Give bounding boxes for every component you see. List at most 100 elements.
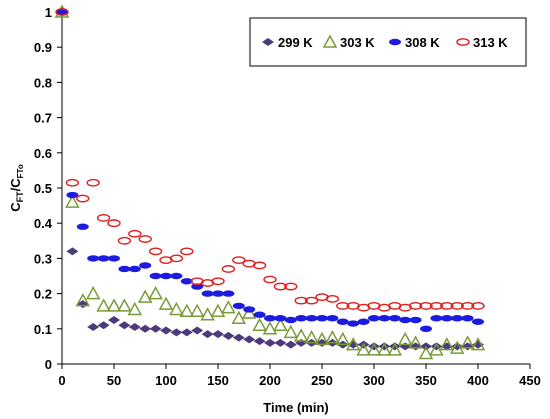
data-point (264, 315, 276, 322)
data-point (127, 301, 143, 316)
x-tick-label: 300 (363, 373, 385, 388)
data-point (345, 337, 361, 351)
data-point (356, 342, 371, 356)
data-point (284, 282, 298, 291)
data-point (231, 310, 247, 324)
data-point (336, 302, 350, 310)
data-point (169, 254, 184, 263)
data-point (160, 326, 172, 335)
data-point (201, 330, 214, 339)
data-point (273, 317, 288, 332)
data-point (170, 272, 183, 280)
data-point (108, 316, 120, 324)
data-point (460, 302, 475, 310)
x-tick-label: 50 (107, 373, 121, 388)
y-tick-label: 0.8 (34, 75, 52, 90)
data-point (212, 330, 224, 339)
data-point (366, 342, 382, 356)
data-point (472, 318, 484, 325)
data-point (97, 255, 110, 262)
data-point (262, 321, 278, 335)
data-point (56, 8, 68, 16)
data-point (160, 272, 172, 280)
data-point (128, 265, 141, 273)
y-axis-title-main: C (8, 202, 23, 212)
data-point (252, 317, 267, 332)
series-3 (55, 8, 485, 312)
legend-marker (262, 38, 274, 46)
data-point (139, 324, 152, 333)
data-point (336, 318, 349, 325)
y-tick-label: 0 (45, 357, 52, 372)
legend-marker (322, 34, 338, 48)
data-point (304, 296, 319, 305)
data-point (284, 316, 297, 324)
data-point (117, 236, 132, 245)
y-tick-label: 0.3 (34, 251, 52, 266)
data-point (86, 178, 100, 187)
x-tick-label: 150 (207, 373, 229, 388)
data-point (149, 272, 162, 280)
data-point (420, 325, 432, 332)
data-point (85, 286, 101, 300)
legend-box (249, 17, 527, 67)
y-tick-label: 0.2 (34, 287, 52, 302)
y-tick-label: 0.4 (34, 216, 53, 231)
data-point (232, 302, 245, 310)
data-point (158, 296, 174, 310)
data-point (108, 255, 120, 262)
series-2 (56, 8, 484, 332)
data-point (397, 331, 413, 346)
data-point (439, 337, 455, 351)
data-point (170, 328, 183, 337)
data-point (409, 316, 422, 324)
data-point (66, 191, 79, 199)
data-point (450, 302, 464, 310)
data-point (449, 340, 465, 354)
data-point (180, 328, 193, 337)
data-point (253, 337, 266, 346)
legend-label: 299 K (278, 35, 313, 50)
data-point (149, 324, 162, 333)
data-point (106, 298, 122, 312)
data-point (65, 194, 80, 208)
data-point (274, 338, 287, 347)
data-point (107, 219, 121, 228)
data-point (118, 321, 131, 330)
data-point (378, 315, 391, 322)
data-point (128, 229, 142, 238)
data-point (200, 307, 215, 321)
data-point (221, 300, 236, 314)
data-points (54, 4, 486, 360)
data-point (295, 315, 308, 322)
data-point (66, 247, 79, 256)
data-point (440, 302, 454, 310)
data-point (179, 303, 195, 317)
data-point (399, 342, 412, 351)
data-point (252, 261, 267, 270)
data-point (388, 315, 401, 322)
data-point (243, 335, 256, 344)
legend: 299 K 303 K 308 K 313 K (249, 17, 527, 67)
data-point (377, 342, 392, 356)
data-point (180, 278, 193, 285)
data-point (75, 293, 91, 307)
data-point (461, 315, 474, 322)
x-tick-label: 400 (467, 373, 489, 388)
data-point (283, 324, 299, 339)
x-axis-ticks: 0 50 100 150 200 250 300 350 400 450 (58, 364, 541, 388)
legend-label: 308 K (405, 35, 440, 50)
data-point (232, 256, 246, 265)
data-point (326, 315, 339, 322)
series-1 (54, 4, 486, 360)
data-point (274, 315, 287, 322)
data-point (408, 335, 423, 349)
data-point (316, 315, 328, 322)
data-point (139, 262, 152, 269)
y-axis-title-sub2: FTo (16, 164, 25, 178)
data-point (429, 342, 444, 356)
data-point (305, 315, 318, 322)
data-point (460, 335, 475, 349)
data-point (148, 247, 163, 256)
data-point (96, 214, 111, 222)
